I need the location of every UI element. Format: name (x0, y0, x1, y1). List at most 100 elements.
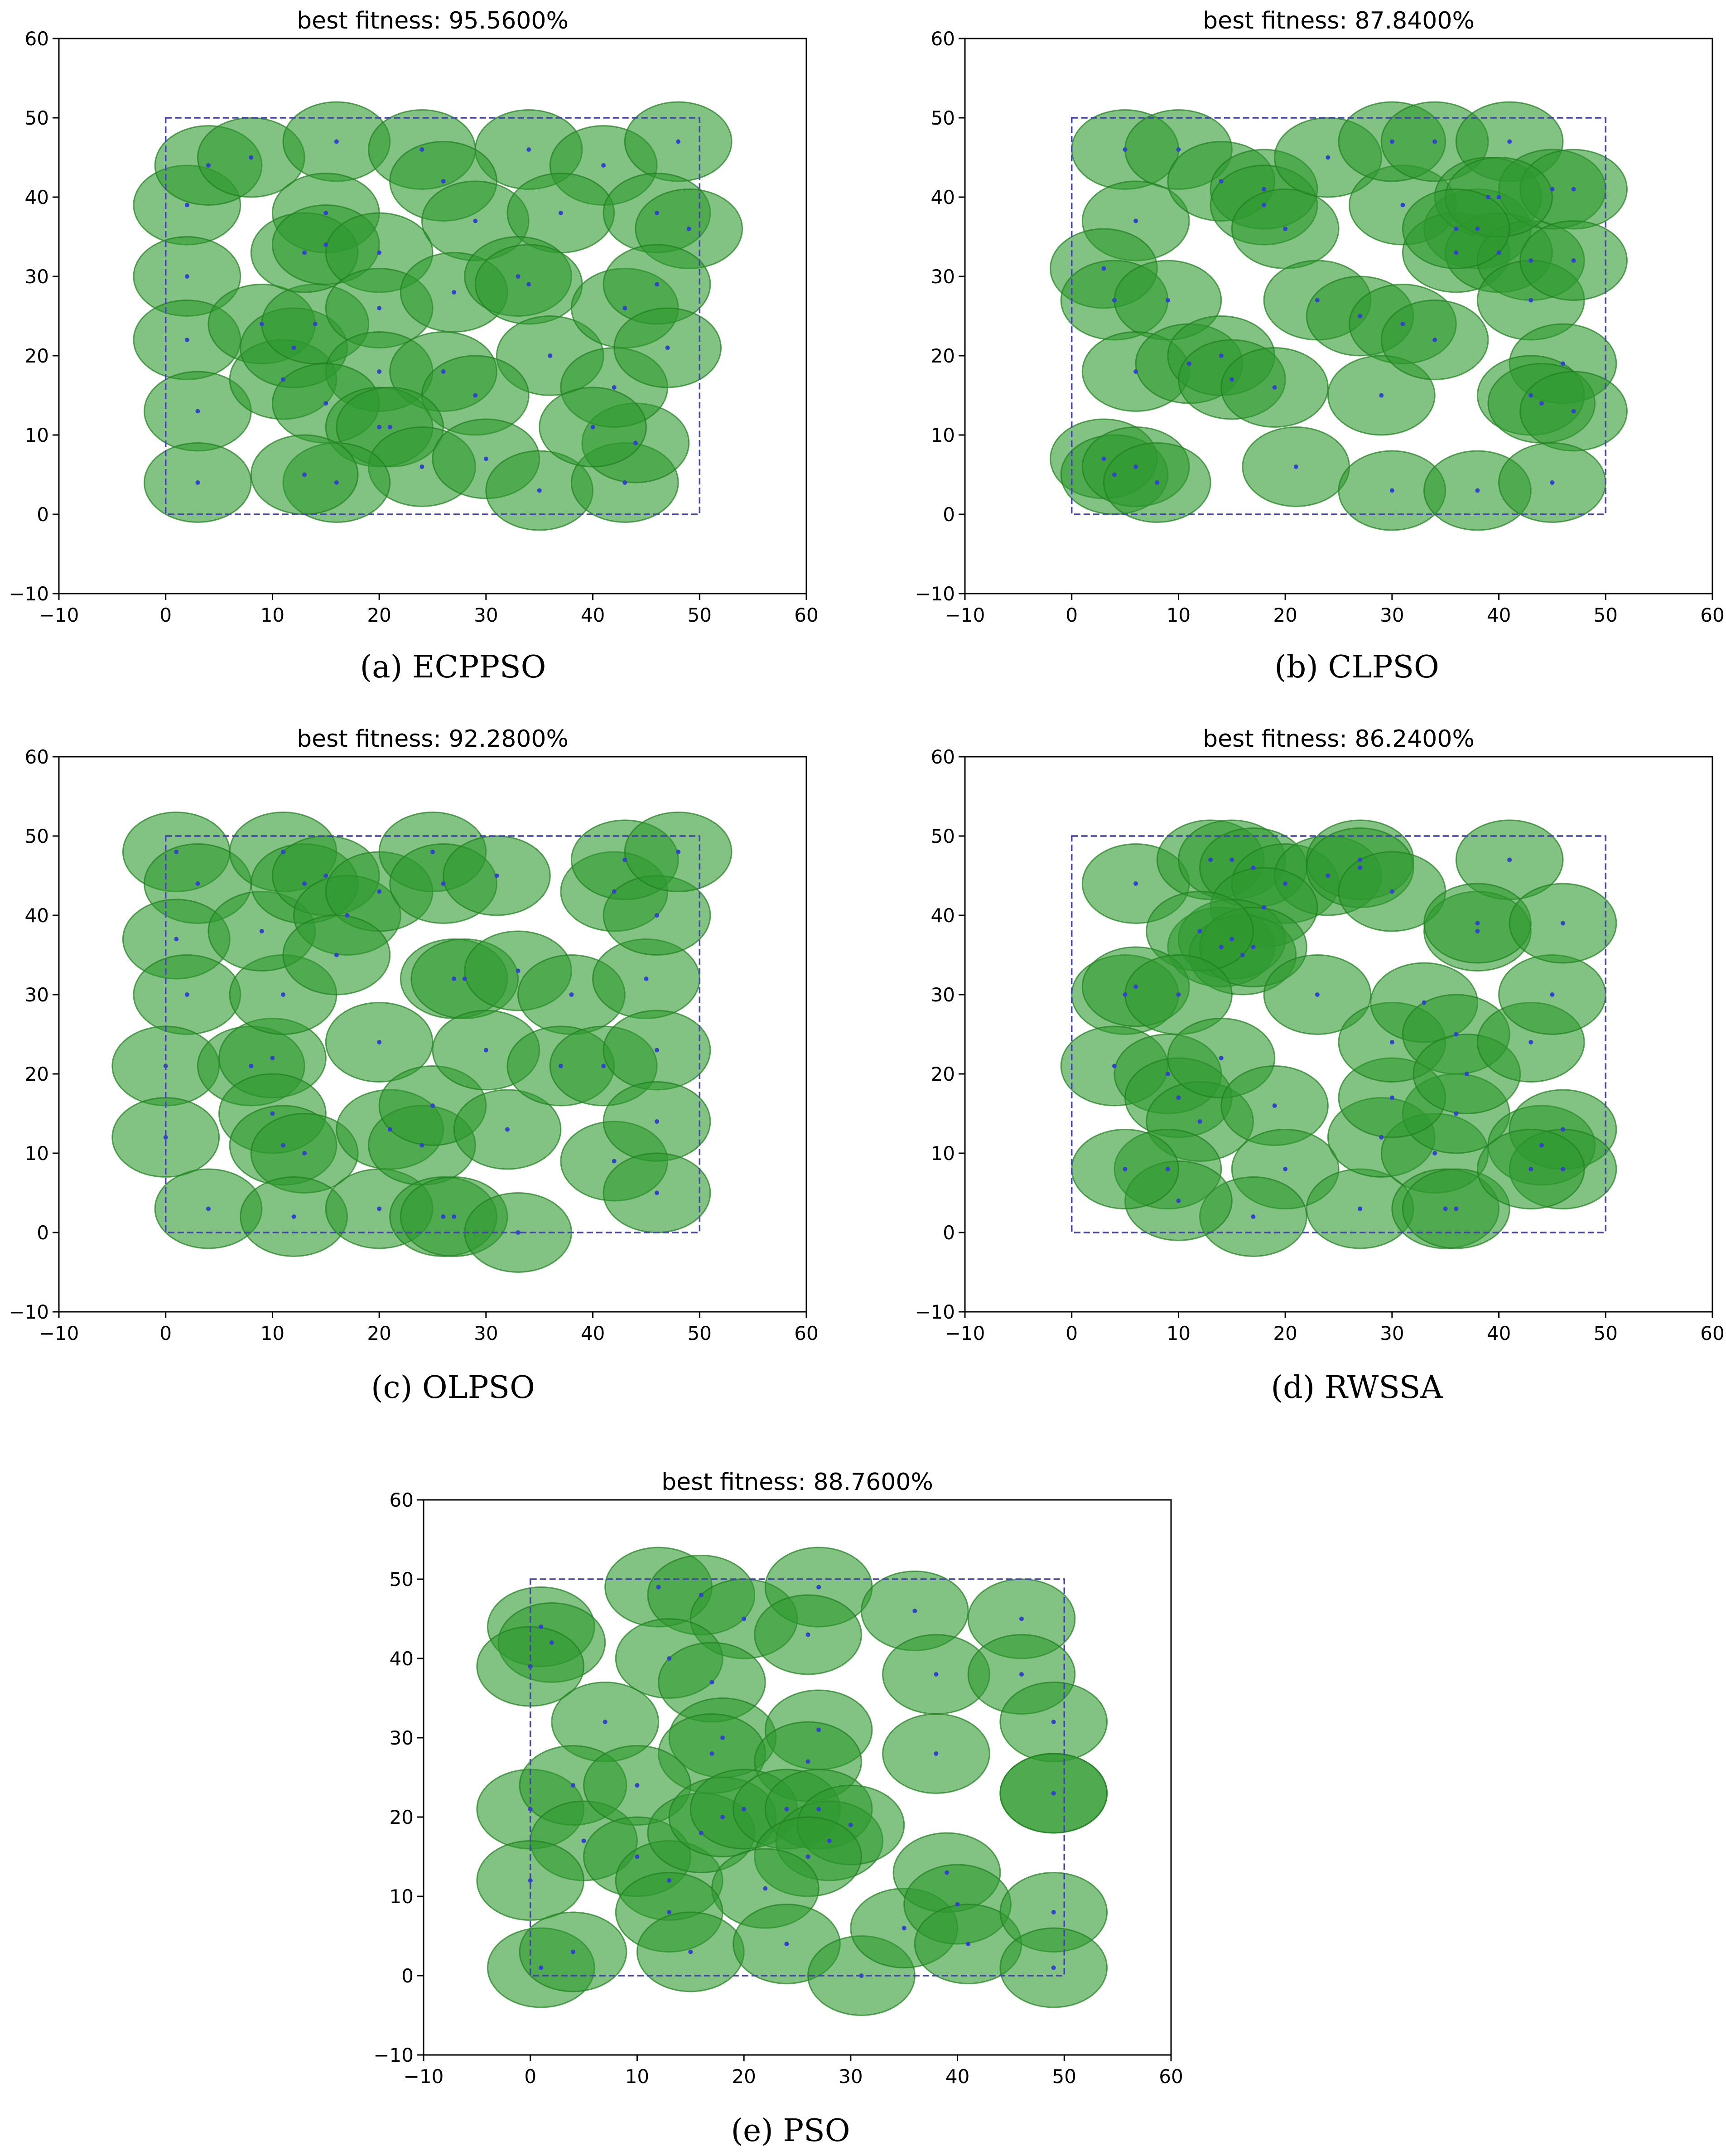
sensor-point (206, 163, 211, 168)
sensor-point (1358, 865, 1363, 870)
sensor-point (720, 1735, 725, 1740)
sensor-point (784, 1807, 789, 1812)
x-tick-label: 50 (1052, 2065, 1076, 2088)
x-tick-label: 20 (1273, 604, 1297, 626)
sensor-point (291, 345, 296, 350)
y-tick-label: 50 (390, 1568, 414, 1590)
sensor-point (1208, 857, 1213, 862)
sensor-point (655, 282, 659, 287)
region-boundary (1070, 117, 1607, 515)
y-tick-label: 60 (931, 28, 955, 50)
sensor-point (633, 440, 638, 445)
sensor-point (1389, 488, 1394, 493)
sensor-point (1507, 139, 1512, 144)
sensor-point (601, 163, 606, 168)
x-tick-label: 10 (1167, 604, 1191, 626)
sensor-point (174, 937, 179, 942)
sensor-point (1326, 155, 1331, 160)
sensor-point (1219, 945, 1224, 949)
sensor-point (377, 369, 382, 374)
y-tick-label: 30 (931, 266, 955, 288)
sensor-point (655, 1190, 659, 1195)
sensor-point (622, 306, 627, 310)
sensor-point (848, 1822, 853, 1827)
sensor-point (742, 1807, 747, 1812)
sensor-point (1550, 187, 1555, 192)
sensor-point (1197, 1119, 1202, 1124)
y-tick-label: 40 (25, 186, 49, 208)
x-tick-label: 50 (688, 604, 712, 626)
sensor-point (163, 1135, 168, 1140)
sensor-point (1528, 258, 1533, 263)
sensor-point (571, 1949, 575, 1954)
sensor-point (816, 1585, 821, 1590)
sensor-point (302, 1151, 307, 1155)
x-tick-label: −10 (39, 604, 79, 626)
sensor-point (505, 1127, 510, 1132)
sensor-point (1262, 203, 1266, 208)
sensor-point (526, 282, 531, 287)
sensor-point (1475, 488, 1480, 493)
sensor-point (1389, 1095, 1394, 1100)
x-tick-label: 60 (1700, 604, 1724, 626)
coverage-circles (1060, 819, 1617, 1257)
sensor-point (1528, 298, 1533, 303)
y-tick-label: −10 (915, 1301, 955, 1323)
panel-olpso: best fitness: 92.2800% −10 0 10 20 30 40 50 60 −1… (9, 725, 818, 1344)
sensor-point (184, 274, 189, 279)
caption-c: (c) OLPSO (371, 1370, 535, 1406)
sensor-point (281, 850, 285, 854)
y-tick-label: 50 (25, 825, 49, 847)
x-tick-label: 20 (1273, 1322, 1297, 1344)
axes-frame (964, 38, 1713, 595)
sensor-point (419, 464, 424, 469)
sensor-point (622, 480, 627, 485)
sensor-point (1432, 1151, 1437, 1155)
sensor-point (1101, 266, 1106, 271)
sensor-point (1123, 1167, 1128, 1171)
sensor-point (377, 425, 382, 430)
sensor-point (1550, 992, 1555, 997)
sensor-point (323, 401, 328, 406)
axes-frame (423, 1499, 1172, 2056)
sensor-point (195, 881, 200, 886)
x-tick-label: 0 (524, 2065, 536, 2088)
x-tick-label: 0 (159, 1322, 172, 1344)
sensor-point (387, 425, 392, 430)
y-tick-label: 40 (25, 904, 49, 927)
x-tick-label: 10 (625, 2065, 649, 2088)
sensor-point (667, 1656, 672, 1661)
sensor-point (1454, 1206, 1459, 1211)
y-tick-label: −10 (9, 1301, 49, 1323)
sensor-point (805, 1759, 810, 1764)
sensor-point (334, 952, 339, 957)
x-tick-label: 60 (1159, 2065, 1183, 2088)
sensor-point (676, 139, 681, 144)
sensor-point (377, 1206, 382, 1211)
sensor-point (1379, 393, 1384, 398)
sensor-point (742, 1616, 747, 1621)
sensor-point (635, 1783, 640, 1788)
x-tick-label: 40 (581, 1322, 605, 1344)
x-tick-label: 0 (1065, 1322, 1078, 1344)
region-boundary (164, 835, 701, 1233)
sensor-point (539, 1965, 544, 1970)
sensor-point (452, 290, 457, 295)
axes-frame (964, 756, 1713, 1313)
region-boundary (1070, 835, 1607, 1233)
y-tick-label: 0 (401, 1965, 414, 1987)
y-tick-label: 40 (390, 1648, 414, 1670)
sensor-point (667, 1910, 672, 1914)
x-tick-label: 10 (260, 604, 284, 626)
axes-frame (58, 38, 807, 595)
sensor-point (1422, 1000, 1427, 1005)
sensor-point (430, 1103, 435, 1108)
sensor-point (655, 1119, 659, 1124)
sensor-point (548, 353, 553, 358)
sensor-point (473, 393, 478, 398)
coverage-circles (476, 1547, 1108, 2016)
sensor-point (184, 203, 189, 208)
sensor-point (1051, 1965, 1056, 1970)
y-tick-label: 40 (931, 904, 955, 927)
sensor-point (1496, 195, 1501, 199)
